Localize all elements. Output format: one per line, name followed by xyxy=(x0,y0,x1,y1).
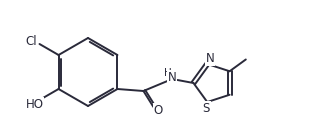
Text: Cl: Cl xyxy=(26,34,37,47)
Text: O: O xyxy=(154,103,163,116)
Text: H: H xyxy=(164,68,171,78)
Text: N: N xyxy=(206,52,215,66)
Text: HO: HO xyxy=(26,97,44,110)
Text: N: N xyxy=(168,71,177,83)
Text: S: S xyxy=(203,102,210,115)
